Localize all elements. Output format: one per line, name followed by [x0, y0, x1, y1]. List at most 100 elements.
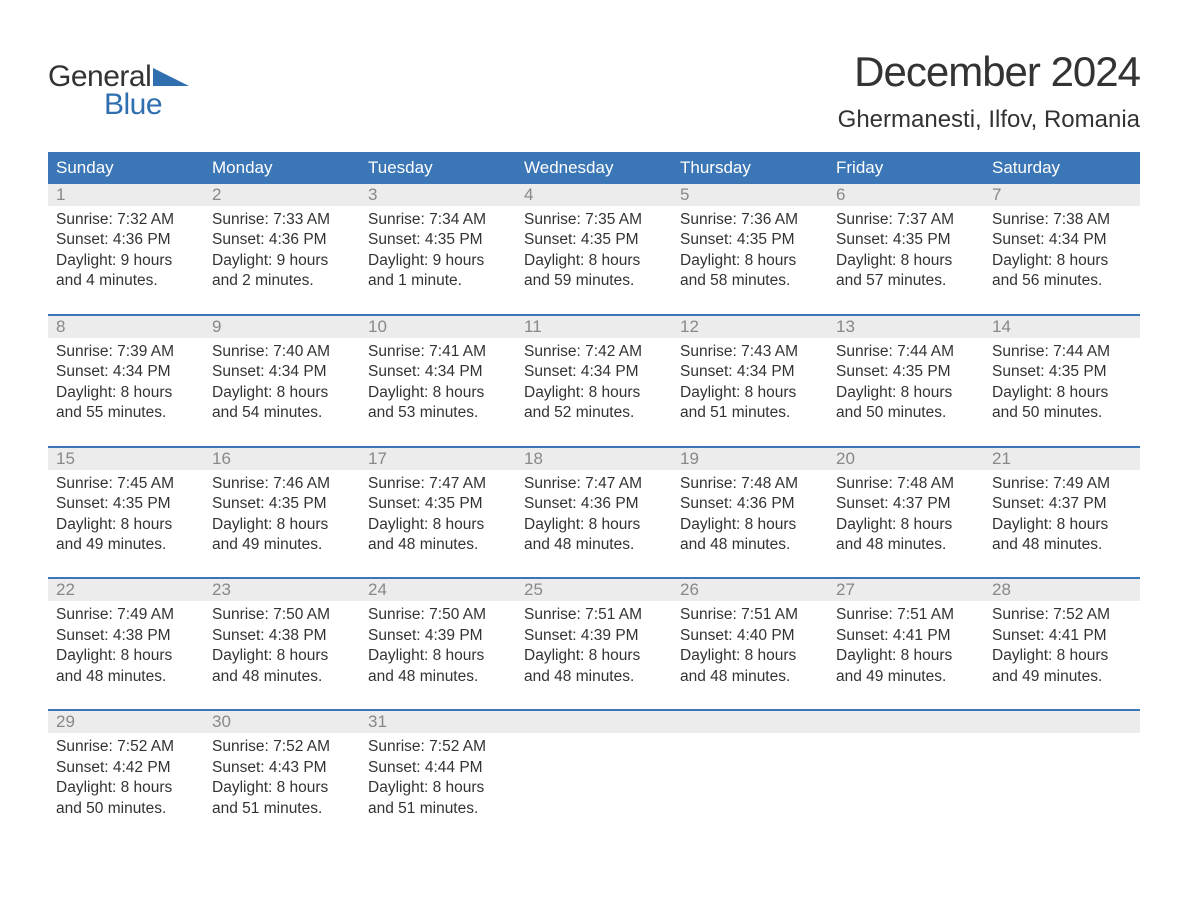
day-cell: Sunrise: 7:44 AMSunset: 4:35 PMDaylight:… [984, 338, 1140, 446]
day-number: 14 [984, 316, 1140, 338]
day-sunset: Sunset: 4:37 PM [992, 494, 1134, 514]
day-header-row: Sunday Monday Tuesday Wednesday Thursday… [48, 152, 1140, 184]
day-cell: Sunrise: 7:36 AMSunset: 4:35 PMDaylight:… [672, 206, 828, 314]
day-sunset: Sunset: 4:34 PM [524, 362, 666, 382]
day-sunset: Sunset: 4:35 PM [368, 494, 510, 514]
day-cell: Sunrise: 7:50 AMSunset: 4:38 PMDaylight:… [204, 601, 360, 709]
day-dl2: and 50 minutes. [56, 799, 198, 819]
day-sunset: Sunset: 4:36 PM [212, 230, 354, 250]
day-number-row: 22232425262728 [48, 577, 1140, 601]
day-number [828, 711, 984, 733]
day-sunrise: Sunrise: 7:50 AM [368, 605, 510, 625]
day-number [516, 711, 672, 733]
day-dl1: Daylight: 8 hours [368, 646, 510, 666]
day-number: 19 [672, 448, 828, 470]
day-cell: Sunrise: 7:48 AMSunset: 4:36 PMDaylight:… [672, 470, 828, 578]
day-details: Sunrise: 7:42 AMSunset: 4:34 PMDaylight:… [516, 338, 672, 424]
day-number: 1 [48, 184, 204, 206]
day-sunrise: Sunrise: 7:47 AM [524, 474, 666, 494]
day-sunrise: Sunrise: 7:33 AM [212, 210, 354, 230]
day-sunset: Sunset: 4:37 PM [836, 494, 978, 514]
day-dl1: Daylight: 8 hours [680, 515, 822, 535]
day-number: 11 [516, 316, 672, 338]
day-header: Monday [204, 152, 360, 184]
day-details: Sunrise: 7:51 AMSunset: 4:39 PMDaylight:… [516, 601, 672, 687]
day-header: Saturday [984, 152, 1140, 184]
day-dl2: and 4 minutes. [56, 271, 198, 291]
day-sunset: Sunset: 4:40 PM [680, 626, 822, 646]
day-cell: Sunrise: 7:45 AMSunset: 4:35 PMDaylight:… [48, 470, 204, 578]
day-details: Sunrise: 7:48 AMSunset: 4:37 PMDaylight:… [828, 470, 984, 556]
day-dl2: and 48 minutes. [368, 667, 510, 687]
day-dl2: and 51 minutes. [680, 403, 822, 423]
day-sunrise: Sunrise: 7:34 AM [368, 210, 510, 230]
day-number [984, 711, 1140, 733]
day-header: Friday [828, 152, 984, 184]
day-sunset: Sunset: 4:39 PM [368, 626, 510, 646]
day-number: 25 [516, 579, 672, 601]
day-sunrise: Sunrise: 7:36 AM [680, 210, 822, 230]
day-cell: Sunrise: 7:33 AMSunset: 4:36 PMDaylight:… [204, 206, 360, 314]
day-dl2: and 59 minutes. [524, 271, 666, 291]
day-dl2: and 48 minutes. [368, 535, 510, 555]
day-details: Sunrise: 7:38 AMSunset: 4:34 PMDaylight:… [984, 206, 1140, 292]
day-dl1: Daylight: 8 hours [680, 383, 822, 403]
day-dl1: Daylight: 8 hours [368, 515, 510, 535]
day-dl2: and 52 minutes. [524, 403, 666, 423]
week-row: Sunrise: 7:52 AMSunset: 4:42 PMDaylight:… [48, 733, 1140, 841]
day-sunset: Sunset: 4:38 PM [56, 626, 198, 646]
day-dl1: Daylight: 8 hours [836, 646, 978, 666]
day-number: 31 [360, 711, 516, 733]
day-number: 26 [672, 579, 828, 601]
day-details: Sunrise: 7:47 AMSunset: 4:36 PMDaylight:… [516, 470, 672, 556]
day-sunrise: Sunrise: 7:49 AM [992, 474, 1134, 494]
week-row: Sunrise: 7:39 AMSunset: 4:34 PMDaylight:… [48, 338, 1140, 446]
day-sunrise: Sunrise: 7:37 AM [836, 210, 978, 230]
day-sunrise: Sunrise: 7:47 AM [368, 474, 510, 494]
day-dl2: and 2 minutes. [212, 271, 354, 291]
day-cell [828, 733, 984, 841]
day-number: 2 [204, 184, 360, 206]
day-dl1: Daylight: 8 hours [680, 251, 822, 271]
day-number: 5 [672, 184, 828, 206]
day-number: 16 [204, 448, 360, 470]
day-cell: Sunrise: 7:32 AMSunset: 4:36 PMDaylight:… [48, 206, 204, 314]
day-sunrise: Sunrise: 7:51 AM [836, 605, 978, 625]
day-sunrise: Sunrise: 7:48 AM [680, 474, 822, 494]
day-cell: Sunrise: 7:37 AMSunset: 4:35 PMDaylight:… [828, 206, 984, 314]
day-dl1: Daylight: 8 hours [836, 515, 978, 535]
week-row: Sunrise: 7:32 AMSunset: 4:36 PMDaylight:… [48, 206, 1140, 314]
day-number: 23 [204, 579, 360, 601]
day-dl2: and 48 minutes. [992, 535, 1134, 555]
day-dl1: Daylight: 8 hours [212, 383, 354, 403]
day-sunrise: Sunrise: 7:41 AM [368, 342, 510, 362]
day-dl1: Daylight: 8 hours [524, 515, 666, 535]
day-dl1: Daylight: 8 hours [368, 778, 510, 798]
day-sunrise: Sunrise: 7:35 AM [524, 210, 666, 230]
day-details: Sunrise: 7:52 AMSunset: 4:43 PMDaylight:… [204, 733, 360, 819]
day-dl1: Daylight: 8 hours [524, 646, 666, 666]
day-sunset: Sunset: 4:35 PM [56, 494, 198, 514]
day-sunset: Sunset: 4:35 PM [368, 230, 510, 250]
day-cell: Sunrise: 7:46 AMSunset: 4:35 PMDaylight:… [204, 470, 360, 578]
day-dl1: Daylight: 8 hours [524, 383, 666, 403]
day-cell: Sunrise: 7:50 AMSunset: 4:39 PMDaylight:… [360, 601, 516, 709]
day-dl1: Daylight: 9 hours [212, 251, 354, 271]
day-cell: Sunrise: 7:51 AMSunset: 4:40 PMDaylight:… [672, 601, 828, 709]
day-cell: Sunrise: 7:38 AMSunset: 4:34 PMDaylight:… [984, 206, 1140, 314]
day-number: 28 [984, 579, 1140, 601]
day-cell [672, 733, 828, 841]
week-row: Sunrise: 7:49 AMSunset: 4:38 PMDaylight:… [48, 601, 1140, 709]
day-details: Sunrise: 7:35 AMSunset: 4:35 PMDaylight:… [516, 206, 672, 292]
day-dl2: and 57 minutes. [836, 271, 978, 291]
day-sunset: Sunset: 4:43 PM [212, 758, 354, 778]
day-number: 9 [204, 316, 360, 338]
day-details: Sunrise: 7:46 AMSunset: 4:35 PMDaylight:… [204, 470, 360, 556]
page-title: December 2024 [838, 48, 1140, 96]
day-number-row: 293031 [48, 709, 1140, 733]
day-dl2: and 1 minute. [368, 271, 510, 291]
day-cell [516, 733, 672, 841]
day-sunset: Sunset: 4:38 PM [212, 626, 354, 646]
day-dl1: Daylight: 8 hours [56, 383, 198, 403]
day-number: 4 [516, 184, 672, 206]
